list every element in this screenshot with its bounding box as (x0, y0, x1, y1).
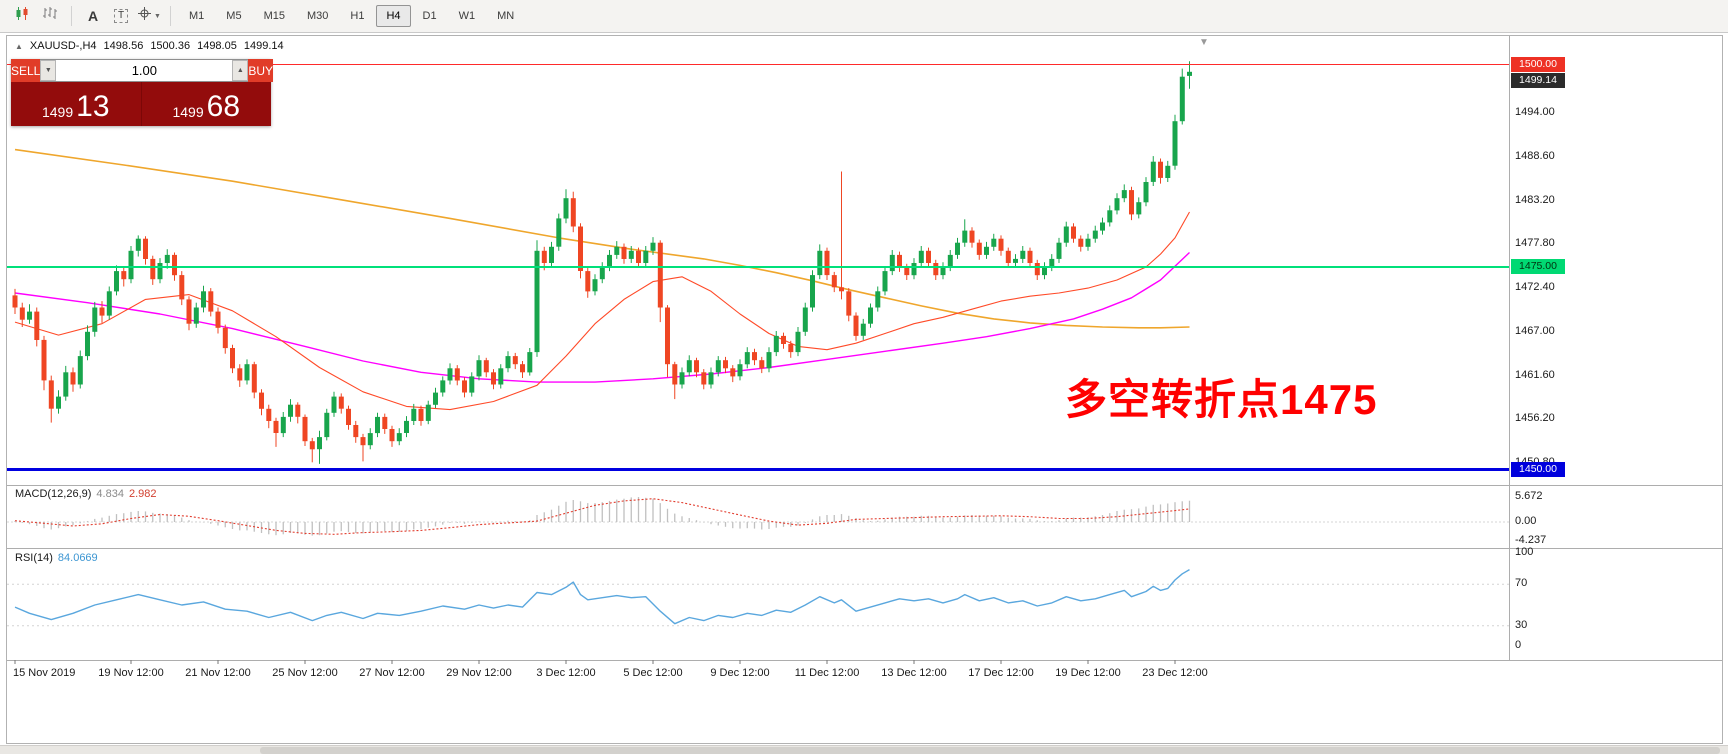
chart-canvas[interactable] (7, 36, 1722, 743)
timeframe-w1[interactable]: W1 (458, 10, 476, 22)
price-axis-label: 1456.20 (1515, 412, 1555, 425)
buy-button[interactable]: BUY (248, 59, 274, 82)
time-axis-label: 3 Dec 12:00 (536, 667, 596, 679)
rsi-name: RSI(14) (15, 552, 53, 564)
chart-type-candles-button[interactable] (9, 4, 35, 28)
time-axis-label: 21 Nov 12:00 (185, 667, 251, 679)
top-toolbar: A T ▼ M1 M5 M15 M30 H1 H4 D1 W1 MN (0, 0, 1728, 33)
timeframe-m30[interactable]: M30 (306, 10, 329, 22)
crosshair-tool-button[interactable]: ▼ (136, 4, 162, 28)
lot-size-input[interactable] (56, 60, 233, 81)
ohlc-close: 1499.14 (243, 40, 284, 52)
timeframe-m15[interactable]: M15 (263, 10, 285, 22)
macd-name: MACD(12,26,9) (15, 488, 92, 500)
price-axis-label: 1488.60 (1515, 149, 1555, 162)
text-box-tool-button[interactable]: T (108, 4, 134, 28)
chart-annotation-text: 多空转折点1475 (1065, 376, 1378, 423)
macd-axis-label: 5.672 (1515, 490, 1543, 503)
chart-type-bars-button[interactable] (37, 4, 63, 28)
price-badge: 1475.00 (1511, 259, 1565, 275)
scrollbar-thumb[interactable] (260, 747, 1720, 754)
timeframe-toolbar: M1 M5 M15 M30 H1 H4 D1 W1 MN (178, 5, 525, 27)
symbol-marker-icon: ▲ (15, 41, 23, 51)
symbol-period-label: XAUUSD-,H4 (29, 40, 97, 52)
lot-decrease-button[interactable]: ▼ (40, 60, 57, 81)
time-axis-label: 17 Dec 12:00 (968, 667, 1034, 679)
rsi-value: 84.0669 (57, 552, 98, 564)
price-axis-label: 1477.80 (1515, 237, 1555, 250)
rsi-axis-label: 0 (1515, 639, 1522, 651)
crosshair-icon (137, 6, 152, 26)
price-badge: 1500.00 (1511, 56, 1565, 72)
sell-price-big: 13 (76, 90, 110, 123)
price-axis-label: 1494.00 (1515, 106, 1555, 119)
timeframe-mn[interactable]: MN (497, 10, 515, 22)
ohlc-open: 1498.56 (103, 40, 144, 52)
macd-axis-label: -4.237 (1515, 533, 1547, 546)
chart-shift-marker[interactable]: ▼ (1199, 37, 1209, 48)
ohlc-low: 1498.05 (197, 40, 237, 52)
rsi-axis-label: 30 (1515, 618, 1528, 631)
text-box-icon: T (113, 9, 129, 23)
chevron-down-icon: ▼ (154, 12, 161, 20)
text-label-tool-button[interactable]: A (80, 4, 106, 28)
time-axis-label: 25 Nov 12:00 (272, 667, 338, 679)
time-axis-label: 19 Nov 12:00 (98, 667, 164, 679)
rsi-label: RSI(14) 84.0669 (15, 552, 98, 564)
time-axis-label: 13 Dec 12:00 (881, 667, 947, 679)
time-axis-label: 5 Dec 12:00 (623, 667, 683, 679)
buy-price-big: 68 (206, 90, 241, 123)
sell-price-small: 1499 (41, 104, 74, 120)
time-axis-label: 23 Dec 12:00 (1142, 667, 1208, 679)
price-badge: 1450.00 (1511, 461, 1565, 477)
horizontal-scrollbar[interactable] (0, 745, 1728, 754)
sell-price-display[interactable]: 1499 13 (11, 82, 141, 126)
toolbar-separator (170, 6, 171, 26)
price-axis-label: 1461.60 (1515, 368, 1555, 381)
timeframe-h1[interactable]: H1 (350, 10, 365, 22)
lot-increase-button[interactable]: ▲ (232, 60, 249, 81)
timeframe-m5[interactable]: M5 (226, 10, 242, 22)
time-axis-label: 11 Dec 12:00 (794, 667, 860, 679)
macd-signal-value: 2.982 (128, 488, 157, 500)
candlestick-chart-icon (14, 6, 31, 26)
sell-button[interactable]: SELL (11, 59, 41, 82)
price-axis-label: 1472.40 (1515, 281, 1555, 294)
time-axis-label: 9 Dec 12:00 (710, 667, 770, 679)
price-axis-label: 1467.00 (1515, 324, 1555, 337)
bar-chart-icon (42, 6, 59, 26)
lot-size-box: ▼ ▲ (40, 59, 249, 82)
macd-label: MACD(12,26,9) 4.834 2.982 (15, 488, 156, 500)
timeframe-m1[interactable]: M1 (189, 10, 205, 22)
text-label-icon: A (87, 8, 99, 24)
macd-main-value: 4.834 (96, 488, 124, 500)
chart-window: ▲ XAUUSD-,H4 1498.56 1500.36 1498.05 149… (6, 35, 1723, 744)
rsi-axis-label: 70 (1515, 577, 1528, 590)
time-axis-label: 19 Dec 12:00 (1055, 667, 1121, 679)
buy-price-display[interactable]: 1499 68 (140, 82, 271, 126)
ohlc-high: 1500.36 (150, 40, 191, 52)
time-axis-label: 27 Nov 12:00 (359, 667, 425, 679)
time-axis-label: 15 Nov 2019 (13, 667, 76, 679)
chart-title: ▲ XAUUSD-,H4 1498.56 1500.36 1498.05 149… (15, 40, 284, 52)
timeframe-h4[interactable]: H4 (376, 5, 411, 27)
price-badge: 1499.14 (1511, 72, 1565, 88)
price-axis-label: 1483.20 (1515, 193, 1555, 206)
buy-price-small: 1499 (172, 104, 204, 120)
rsi-axis-label: 100 (1515, 546, 1534, 558)
one-click-trading-panel: SELL ▼ ▲ BUY 1499 13 1499 68 (11, 59, 274, 126)
timeframe-d1[interactable]: D1 (422, 10, 437, 22)
toolbar-separator (71, 6, 72, 26)
macd-axis-label: 0.00 (1515, 515, 1537, 527)
time-axis-label: 29 Nov 12:00 (446, 667, 512, 679)
